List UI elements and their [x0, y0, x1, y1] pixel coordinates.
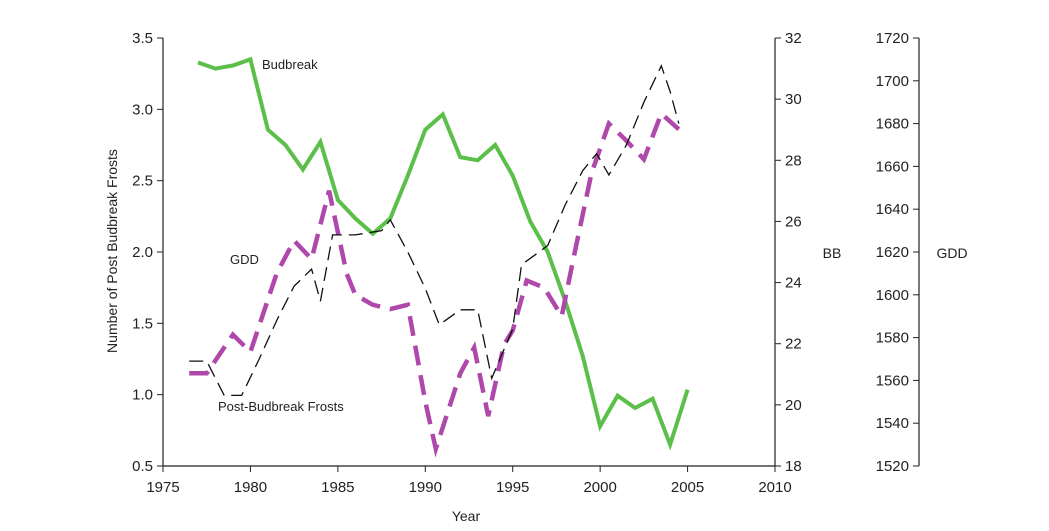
right-tick-label: 26: [785, 213, 802, 230]
left-tick-label: 3.5: [132, 30, 153, 47]
far-right-tick-label: 1660: [876, 158, 909, 175]
far-right-tick-label: 1620: [876, 244, 909, 261]
left-tick-label: 2.5: [132, 173, 153, 190]
x-tick-label: 1990: [409, 479, 442, 496]
axes-layer: 1975 1980 1985 1990 1995 2000 2005 2010 0.5 1.0 1.…: [132, 30, 919, 496]
series-line-gdd: [189, 64, 680, 397]
right-tick-label: 18: [785, 458, 802, 475]
left-tick-label: 0.5: [132, 458, 153, 475]
far-right-tick-label: 1680: [876, 116, 909, 133]
right-tick-label: 30: [785, 91, 802, 108]
x-tick-label: 1985: [321, 479, 354, 496]
left-tick-label: 1.0: [132, 387, 153, 404]
annotation-gdd: GDD: [230, 252, 259, 267]
far-right-tick-label: 1720: [876, 30, 909, 47]
right-axis-title: BB: [823, 245, 842, 261]
left-tick-label: 3.0: [132, 101, 153, 118]
x-tick-label: 1980: [234, 479, 267, 496]
series-line-post-budbreak-frosts: [189, 109, 681, 458]
x-tick-label: 2000: [583, 479, 616, 496]
x-tick-label: 2010: [758, 479, 791, 496]
left-axis-title: Number of Post Budbreak Frosts: [104, 149, 120, 353]
x-tick-label: 2005: [671, 479, 704, 496]
far-right-tick-label: 1580: [876, 330, 909, 347]
x-axis-title: Year: [452, 508, 481, 524]
far-right-tick-label: 1540: [876, 415, 909, 432]
right-tick-label: 32: [785, 30, 802, 47]
annotation-frosts: Post-Budbreak Frosts: [218, 399, 344, 414]
right-tick-label: 20: [785, 397, 802, 414]
far-right-tick-label: 1520: [876, 458, 909, 475]
right-tick-label: 22: [785, 336, 802, 353]
right-tick-label: 24: [785, 275, 802, 292]
far-right-tick-label: 1600: [876, 287, 909, 304]
x-tick-label: 1995: [496, 479, 529, 496]
far-right-tick-label: 1640: [876, 201, 909, 218]
far-right-tick-label: 1560: [876, 372, 909, 389]
annotation-budbreak: Budbreak: [262, 57, 318, 72]
series-line-budbreak: [197, 56, 690, 451]
far-right-axis-title: GDD: [936, 245, 967, 261]
right-tick-label: 28: [785, 152, 802, 169]
left-tick-label: 2.0: [132, 244, 153, 261]
left-tick-label: 1.5: [132, 315, 153, 332]
far-right-tick-label: 1700: [876, 73, 909, 90]
x-tick-label: 1975: [146, 479, 179, 496]
series-layer: [189, 56, 690, 458]
